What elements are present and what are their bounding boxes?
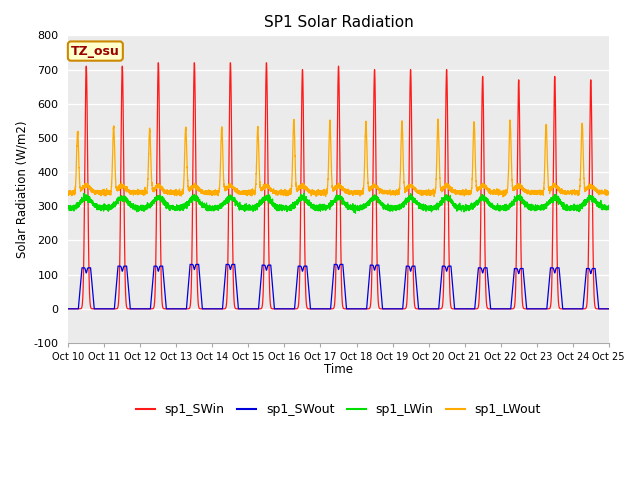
sp1_SWout [582,270,590,276]
Title: SP1 Solar Radiation: SP1 Solar Radiation [264,15,413,30]
sp1_LWin [460,205,467,211]
sp1_LWout [475,185,483,191]
sp1_SWout [65,306,72,312]
sp1_SWin [248,306,256,312]
sp1_LWin [351,210,359,216]
sp1_SWout [460,306,467,312]
sp1_LWout [499,194,507,200]
sp1_LWout [605,191,612,196]
sp1_LWout [65,191,72,196]
sp1_SWin [605,306,612,312]
sp1_SWin [582,305,590,311]
sp1_SWout [248,306,256,312]
Line: sp1_SWout: sp1_SWout [68,264,609,309]
sp1_SWin [575,306,583,312]
sp1_SWout [605,306,612,312]
sp1_SWin [65,306,72,312]
Line: sp1_LWout: sp1_LWout [68,119,609,197]
sp1_SWout [475,265,483,271]
sp1_LWout [460,190,467,196]
sp1_LWout [320,192,328,197]
X-axis label: Time: Time [324,363,353,376]
sp1_LWin [582,202,590,207]
sp1_LWout [434,116,442,122]
sp1_LWin [248,205,256,211]
sp1_SWin [475,302,483,308]
sp1_SWout [320,306,328,312]
sp1_SWout [575,306,583,312]
Text: TZ_osu: TZ_osu [71,45,120,58]
sp1_LWin [605,203,612,208]
Y-axis label: Solar Radiation (W/m2): Solar Radiation (W/m2) [15,120,28,258]
Legend: sp1_SWin, sp1_SWout, sp1_LWin, sp1_LWout: sp1_SWin, sp1_SWout, sp1_LWin, sp1_LWout [131,398,546,421]
sp1_LWin [475,199,483,204]
sp1_LWin [65,204,72,210]
sp1_SWin [320,306,328,312]
sp1_SWin [154,60,162,66]
Line: sp1_SWin: sp1_SWin [68,63,609,309]
sp1_SWin [460,306,467,312]
sp1_LWout [248,191,256,196]
sp1_LWin [320,201,328,207]
sp1_LWin [300,191,308,196]
sp1_LWout [575,187,583,193]
sp1_LWout [582,188,590,193]
Line: sp1_LWin: sp1_LWin [68,193,609,213]
sp1_SWout [186,262,194,267]
sp1_LWin [575,204,583,210]
